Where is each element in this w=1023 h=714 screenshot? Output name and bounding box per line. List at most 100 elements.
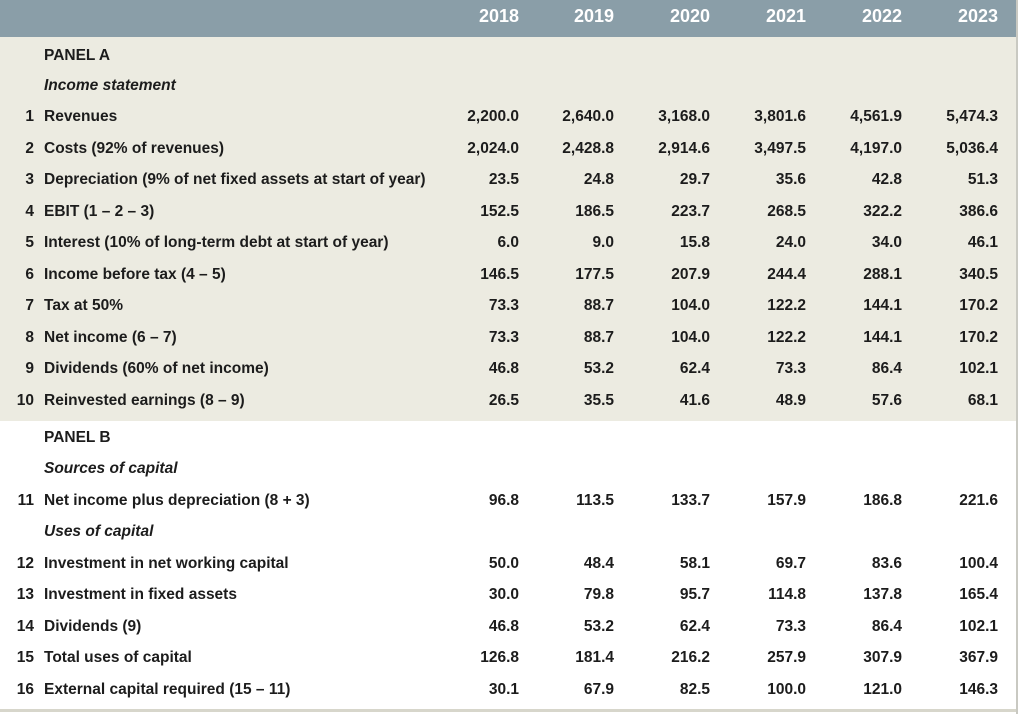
cell-value-2020: 41.6 xyxy=(679,392,710,409)
cell-value-2019: 9.0 xyxy=(592,234,614,251)
cell-value-2023: 146.3 xyxy=(959,681,998,698)
row-label: Costs (92% of revenues) xyxy=(44,140,225,157)
cell-value-2020: 3,168.0 xyxy=(658,108,710,125)
row-label: Interest (10% of long-term debt at start… xyxy=(44,234,389,251)
cell-value-2023: 68.1 xyxy=(967,392,998,409)
table-row: 14 Dividends (9) 46.8 53.2 62.4 73.3 86.4 102.1 xyxy=(0,611,1016,642)
row-number: 14 xyxy=(16,618,34,635)
table-row: 4 EBIT (1 – 2 – 3) 152.5 186.5 223.7 268.5 322… xyxy=(0,196,1016,227)
cell-value-2018: 46.8 xyxy=(488,360,519,377)
row-number: 4 xyxy=(25,203,34,220)
cell-value-2019: 79.8 xyxy=(583,586,614,603)
row-label: External capital required (15 – 11) xyxy=(44,681,291,698)
cell-value-2019: 186.5 xyxy=(575,203,614,220)
uses-of-capital-title: Uses of capital xyxy=(44,523,154,540)
row-number: 6 xyxy=(25,266,34,283)
cell-value-2021: 100.0 xyxy=(767,681,806,698)
cell-value-2022: 34.0 xyxy=(871,234,902,251)
table-row: 8 Net income (6 – 7) 73.3 88.7 104.0 122.2 144… xyxy=(0,322,1016,353)
row-label: Reinvested earnings (8 – 9) xyxy=(44,392,245,409)
cell-value-2019: 2,640.0 xyxy=(562,108,614,125)
row-label: Dividends (60% of net income) xyxy=(44,360,269,377)
row-label: Depreciation (9% of net fixed assets at … xyxy=(44,171,426,188)
panel-a-title: PANEL A xyxy=(44,47,111,64)
cell-value-2021: 122.2 xyxy=(767,297,806,314)
year-header-bar xyxy=(0,0,1016,37)
table-row: 3 Depreciation (9% of net fixed assets at… xyxy=(0,164,1016,195)
cell-value-2019: 88.7 xyxy=(583,329,614,346)
cell-value-2020: 207.9 xyxy=(671,266,710,283)
cell-value-2022: 137.8 xyxy=(863,586,902,603)
cell-value-2020: 104.0 xyxy=(671,297,710,314)
cell-value-2022: 57.6 xyxy=(871,392,902,409)
cell-value-2023: 51.3 xyxy=(967,171,998,188)
year-header-2018: 2018 xyxy=(478,6,519,26)
cell-value-2023: 100.4 xyxy=(959,555,998,572)
cell-value-2018: 96.8 xyxy=(488,492,519,509)
cell-value-2018: 6.0 xyxy=(497,234,519,251)
cell-value-2022: 42.8 xyxy=(871,171,902,188)
panel-a-background xyxy=(0,37,1016,421)
year-header-2019: 2019 xyxy=(573,6,614,26)
row-label: Investment in net working capital xyxy=(44,555,289,572)
cell-value-2022: 144.1 xyxy=(863,297,902,314)
cell-value-2019: 113.5 xyxy=(576,492,614,509)
cell-value-2018: 146.5 xyxy=(480,266,519,283)
cell-value-2023: 170.2 xyxy=(959,329,998,346)
table-row: 6 Income before tax (4 – 5) 146.5 177.5 207.… xyxy=(0,259,1016,290)
sources-of-capital-title-row: Sources of capital xyxy=(0,453,1016,484)
cell-value-2021: 48.9 xyxy=(775,392,806,409)
cell-value-2021: 122.2 xyxy=(767,329,806,346)
cell-value-2020: 223.7 xyxy=(671,203,710,220)
row-label: Revenues xyxy=(44,108,118,125)
table-row: 9 Dividends (60% of net income) 46.8 53.2 62… xyxy=(0,353,1016,384)
table-row: 1 Revenues 2,200.0 2,640.0 3,168.0 3,801.6 4,5… xyxy=(0,101,1016,132)
cell-value-2021: 3,801.6 xyxy=(754,108,806,125)
cell-value-2023: 46.1 xyxy=(967,234,998,251)
cell-value-2023: 367.9 xyxy=(959,649,998,666)
row-number: 15 xyxy=(16,649,34,666)
cell-value-2019: 88.7 xyxy=(583,297,614,314)
cell-value-2018: 50.0 xyxy=(488,555,519,572)
cell-value-2023: 165.4 xyxy=(959,586,998,603)
cell-value-2021: 69.7 xyxy=(775,555,806,572)
income-statement-title-row: Income statement xyxy=(0,70,1016,101)
row-label: Net income plus depreciation (8 + 3) xyxy=(44,492,310,509)
cell-value-2022: 4,561.9 xyxy=(850,108,902,125)
row-number: 12 xyxy=(16,555,34,572)
cell-value-2023: 5,474.3 xyxy=(946,108,998,125)
cell-value-2020: 104.0 xyxy=(671,329,710,346)
cell-value-2019: 177.5 xyxy=(575,266,614,283)
cell-value-2019: 181.4 xyxy=(575,649,614,666)
table-row: 13 Investment in fixed assets 30.0 79.8 95.7… xyxy=(0,579,1016,610)
cell-value-2018: 30.1 xyxy=(488,681,519,698)
row-number: 2 xyxy=(25,140,34,157)
year-header-2020: 2020 xyxy=(669,6,710,26)
cell-value-2022: 86.4 xyxy=(871,618,902,635)
cell-value-2020: 62.4 xyxy=(679,618,710,635)
cell-value-2020: 95.7 xyxy=(679,586,710,603)
cell-value-2020: 15.8 xyxy=(679,234,710,251)
row-label: Investment in fixed assets xyxy=(44,586,237,603)
cell-value-2018: 2,024.0 xyxy=(467,140,519,157)
cell-value-2021: 257.9 xyxy=(767,649,806,666)
row-number: 10 xyxy=(16,392,34,409)
year-header-2023: 2023 xyxy=(957,6,998,26)
table-row: 16 External capital required (15 – 11) 30.… xyxy=(0,674,1016,705)
cell-value-2023: 5,036.4 xyxy=(946,140,998,157)
year-header-2021: 2021 xyxy=(765,6,806,26)
row-label: Net income (6 – 7) xyxy=(44,329,177,346)
cell-value-2019: 67.9 xyxy=(583,681,614,698)
table-row: 15 Total uses of capital 126.8 181.4 216.2 25… xyxy=(0,642,1016,673)
cell-value-2022: 83.6 xyxy=(871,555,902,572)
right-edge-rule xyxy=(1016,0,1018,714)
sources-of-capital-title: Sources of capital xyxy=(44,460,178,477)
row-number: 9 xyxy=(25,360,34,377)
cell-value-2020: 62.4 xyxy=(679,360,710,377)
table-row: 2 Costs (92% of revenues) 2,024.0 2,428.8 2,… xyxy=(0,133,1016,164)
cell-value-2018: 46.8 xyxy=(488,618,519,635)
cell-value-2019: 24.8 xyxy=(583,171,614,188)
cell-value-2022: 307.9 xyxy=(863,649,902,666)
table-row: 12 Investment in net working capital 50.0 4… xyxy=(0,548,1016,579)
table-row: 7 Tax at 50% 73.3 88.7 104.0 122.2 144.1 170.2 xyxy=(0,290,1016,321)
